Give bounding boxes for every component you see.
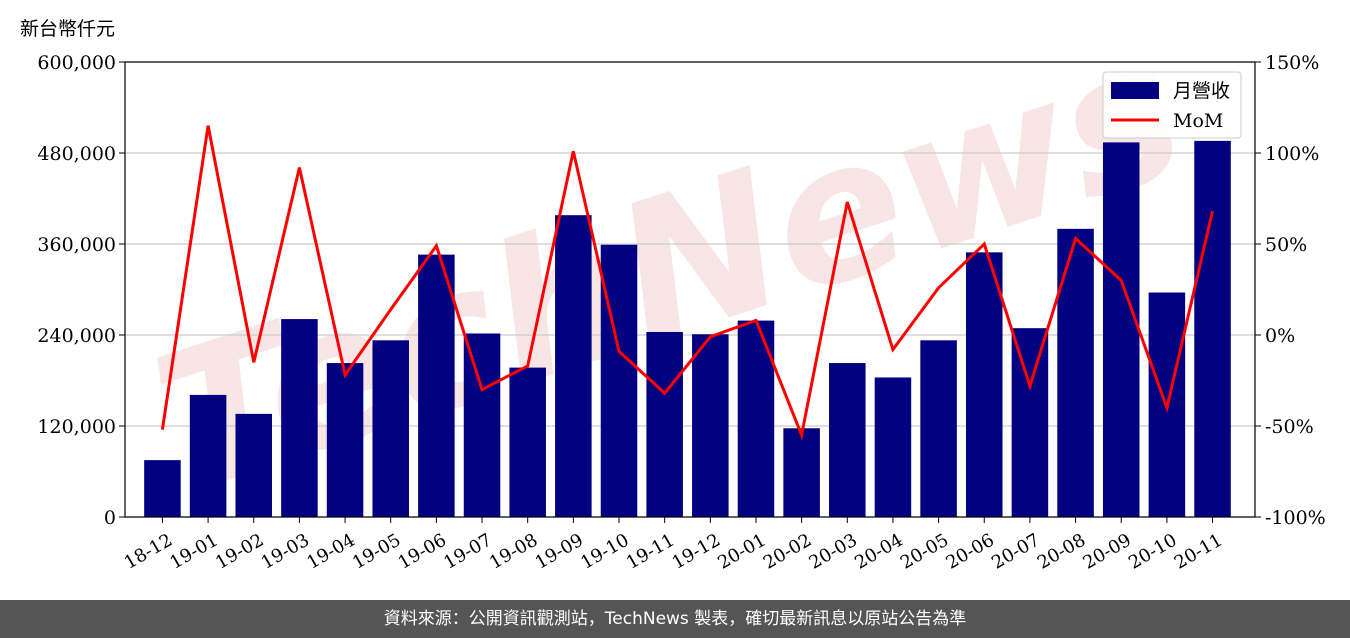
- x-tick-label: 19-10: [577, 530, 632, 574]
- x-tick-label: 20-11: [1171, 530, 1226, 574]
- x-tick-label: 19-04: [303, 530, 358, 574]
- x-tick-label: 19-09: [532, 530, 587, 574]
- x-tick-label: 20-01: [714, 530, 769, 574]
- x-tick-label: 20-05: [897, 530, 952, 574]
- bar: [326, 363, 364, 517]
- bar: [235, 413, 273, 517]
- bar: [874, 377, 912, 517]
- bar: [189, 394, 227, 517]
- x-tick-label: 19-05: [349, 530, 404, 574]
- bar: [600, 244, 638, 517]
- bar: [281, 319, 318, 517]
- bar: [418, 254, 455, 517]
- y-right-tick-label: 0%: [1265, 325, 1295, 347]
- x-tick-label: 20-02: [760, 530, 815, 574]
- legend-label-bar: 月營收: [1173, 80, 1230, 102]
- y-left-tick-label: 0: [104, 507, 116, 529]
- bar: [965, 252, 1003, 517]
- y-left-tick-label: 480,000: [37, 143, 116, 165]
- legend: 月營收 MoM: [1102, 71, 1242, 139]
- x-tick-label: 20-09: [1079, 530, 1134, 574]
- mom-line: [160, 125, 1214, 441]
- source-footer: 資料來源：公開資訊觀測站，TechNews 製表，確切最新訊息以原站公告為準: [0, 600, 1350, 638]
- x-tick-label: 19-11: [623, 530, 678, 574]
- bar: [829, 363, 866, 517]
- bar: [646, 331, 683, 517]
- x-tick-label: 19-03: [258, 530, 313, 574]
- y-right-tick-label: 150%: [1265, 52, 1319, 74]
- bar-layer: [144, 140, 1231, 518]
- x-tick-label: 20-03: [806, 530, 861, 574]
- y-right-tick-label: 50%: [1265, 234, 1307, 256]
- bar: [1194, 140, 1231, 517]
- bar: [1011, 328, 1049, 517]
- y-left-tick-label: 600,000: [37, 52, 116, 74]
- x-tick-label: 19-02: [212, 530, 267, 574]
- bar: [1102, 142, 1140, 517]
- y-right-tick-label: -100%: [1265, 507, 1326, 529]
- bar: [692, 334, 729, 517]
- x-tick-label: 19-08: [486, 530, 541, 574]
- plot-frame: [124, 61, 1256, 518]
- bar: [144, 460, 181, 517]
- bar: [555, 215, 592, 517]
- chart: TechNews 0120,000240,000360,000480,00060…: [37, 0, 1326, 574]
- y-right-tick-label: 100%: [1265, 143, 1319, 165]
- y-right-tick-label: -50%: [1265, 416, 1314, 438]
- x-tick-label: 20-04: [851, 530, 906, 574]
- x-tick-label: 20-08: [1034, 530, 1089, 574]
- x-tick-label: 19-07: [440, 530, 495, 574]
- bar: [509, 367, 546, 517]
- y-axis-unit-label: 新台幣仟元: [20, 18, 116, 40]
- y-left-tick-label: 120,000: [37, 416, 116, 438]
- x-tick-label: 20-07: [988, 530, 1043, 574]
- y-left-tick-label: 360,000: [37, 234, 116, 256]
- line-layer: [160, 125, 1214, 441]
- x-tick-label: 19-06: [395, 530, 450, 574]
- x-tick-label: 18-12: [121, 530, 176, 574]
- x-tick-label: 20-10: [1125, 530, 1180, 574]
- y-left-tick-label: 240,000: [37, 325, 116, 347]
- bar: [783, 428, 820, 517]
- legend-swatch-bar: [1111, 82, 1159, 99]
- bar: [463, 333, 501, 517]
- bar: [920, 340, 957, 517]
- x-tick-label: 19-12: [669, 530, 724, 574]
- legend-label-line: MoM: [1173, 110, 1223, 132]
- x-tick-label: 19-01: [166, 530, 221, 574]
- bar: [1057, 228, 1094, 518]
- bar: [372, 340, 409, 517]
- x-tick-label: 20-06: [943, 530, 998, 574]
